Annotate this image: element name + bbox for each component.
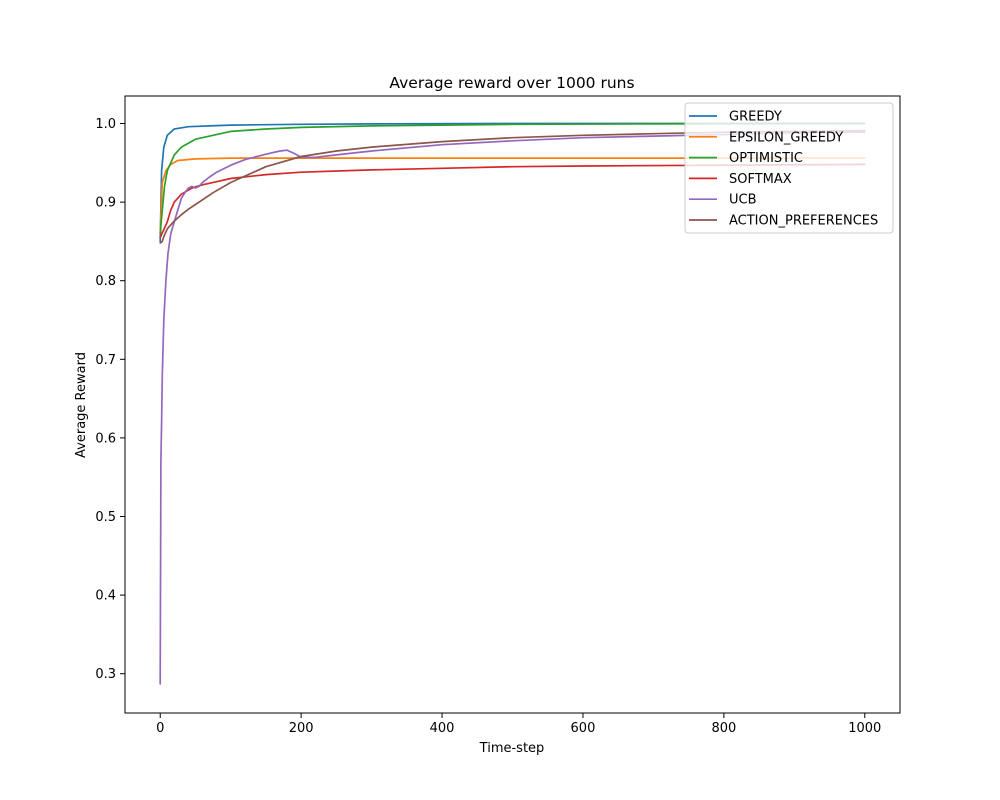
x-tick-label: 400 xyxy=(430,721,455,736)
x-axis: 0 200 400 600 800 1000 xyxy=(156,713,881,736)
legend-label: EPSILON_GREEDY xyxy=(729,130,843,145)
axes-frame xyxy=(124,95,901,714)
x-tick-label: 600 xyxy=(571,721,596,736)
y-axis: 0.3 0.4 0.5 0.6 0.7 0.8 0.9 1.0 xyxy=(95,117,125,682)
y-tick-label: 1.0 xyxy=(95,117,116,132)
y-tick-label: 0.5 xyxy=(95,510,116,525)
chart-title: Average reward over 1000 runs xyxy=(389,74,634,92)
y-tick-label: 0.8 xyxy=(95,274,116,289)
legend-label: SOFTMAX xyxy=(729,172,792,187)
series-line-epsilon-greedy xyxy=(159,157,866,235)
y-tick-label: 0.4 xyxy=(95,589,116,604)
x-tick-label: 800 xyxy=(711,721,736,736)
x-tick-label: 0 xyxy=(156,721,164,736)
y-tick-label: 0.6 xyxy=(95,431,116,446)
y-tick-label: 0.9 xyxy=(95,196,116,211)
y-axis-label: Average Reward xyxy=(74,352,89,458)
legend-label: GREEDY xyxy=(729,110,782,125)
series-line-optimistic xyxy=(159,122,866,235)
legend-label: OPTIMISTIC xyxy=(729,151,803,166)
y-tick-label: 0.7 xyxy=(95,353,116,368)
y-tick-label: 0.3 xyxy=(95,667,116,682)
legend-label: UCB xyxy=(729,193,757,208)
x-tick-label: 200 xyxy=(289,721,314,736)
legend-box xyxy=(684,102,894,234)
series-line-action-preferences xyxy=(159,129,866,244)
legend: GREEDY EPSILON_GREEDY OPTIMISTIC SOFTMAX UCB… xyxy=(684,102,894,234)
x-tick-label: 1000 xyxy=(848,721,881,736)
series-line-ucb xyxy=(159,131,866,685)
series-line-softmax xyxy=(159,163,866,239)
x-axis-label: Time-step xyxy=(479,741,545,756)
legend-label: ACTION_PREFERENCES xyxy=(729,214,878,229)
